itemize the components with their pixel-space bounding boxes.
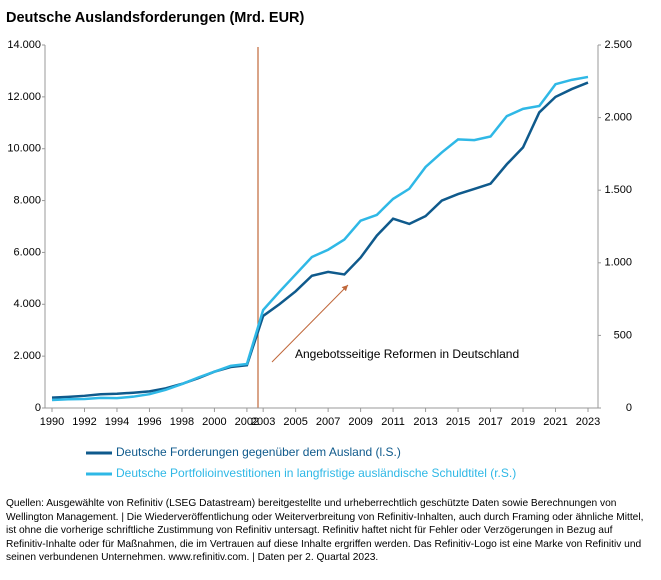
x-tick-label: 2011	[381, 416, 405, 428]
y2-tick-label: 500	[614, 329, 632, 341]
y-tick-label: 4.000	[13, 298, 41, 310]
x-tick-label: 2017	[478, 416, 502, 428]
y2-tick-label: 2.000	[604, 112, 632, 124]
y2-tick-label: 0	[626, 402, 632, 414]
chart: Deutsche Auslandsforderungen (Mrd. EUR) …	[6, 10, 632, 480]
x-tick-label: 2019	[511, 416, 535, 428]
x-tick-label: 1992	[72, 416, 96, 428]
y2-tick-label: 1.500	[604, 184, 632, 196]
x-tick-label: 2023	[576, 416, 600, 428]
legend-label: Deutsche Portfolioinvestitionen in langf…	[116, 466, 516, 480]
y2-tick-label: 2.500	[604, 39, 632, 51]
y-tick-label: 2.000	[13, 350, 41, 362]
x-tick-label: 2007	[316, 416, 340, 428]
x-tick-label: 1996	[137, 416, 161, 428]
y-tick-label: 0	[35, 402, 41, 414]
x-tick-label: 2003	[251, 416, 275, 428]
y-tick-label: 10.000	[7, 143, 41, 155]
x-tick-label: 2005	[283, 416, 307, 428]
x-tick-label: 2009	[348, 416, 372, 428]
y-tick-label: 8.000	[13, 194, 41, 206]
x-tick-label: 2021	[543, 416, 567, 428]
x-tick-label: 1990	[40, 416, 64, 428]
x-tick-label: 1998	[170, 416, 194, 428]
annotation: Angebotsseitige Reformen in Deutschland	[295, 347, 519, 361]
x-tick-label: 2013	[413, 416, 437, 428]
footnote: Quellen: Ausgewählte von Refinitiv (LSEG…	[6, 498, 644, 564]
x-tick-label: 2000	[202, 416, 226, 428]
series-line	[51, 75, 589, 402]
legend-label: Deutsche Forderungen gegenüber dem Ausla…	[116, 445, 401, 459]
x-tick-label: 2002	[235, 416, 259, 428]
x-tick-label: 1994	[105, 416, 129, 428]
y-tick-label: 6.000	[13, 246, 41, 258]
annotation-arrow	[271, 284, 349, 363]
x-tick-label: 2015	[446, 416, 470, 428]
chart-title: Deutsche Auslandsforderungen (Mrd. EUR)	[6, 10, 305, 26]
series-line	[51, 81, 589, 399]
y-tick-label: 12.000	[7, 91, 41, 103]
y-tick-label: 14.000	[7, 39, 41, 51]
y2-tick-label: 1.000	[604, 257, 632, 269]
